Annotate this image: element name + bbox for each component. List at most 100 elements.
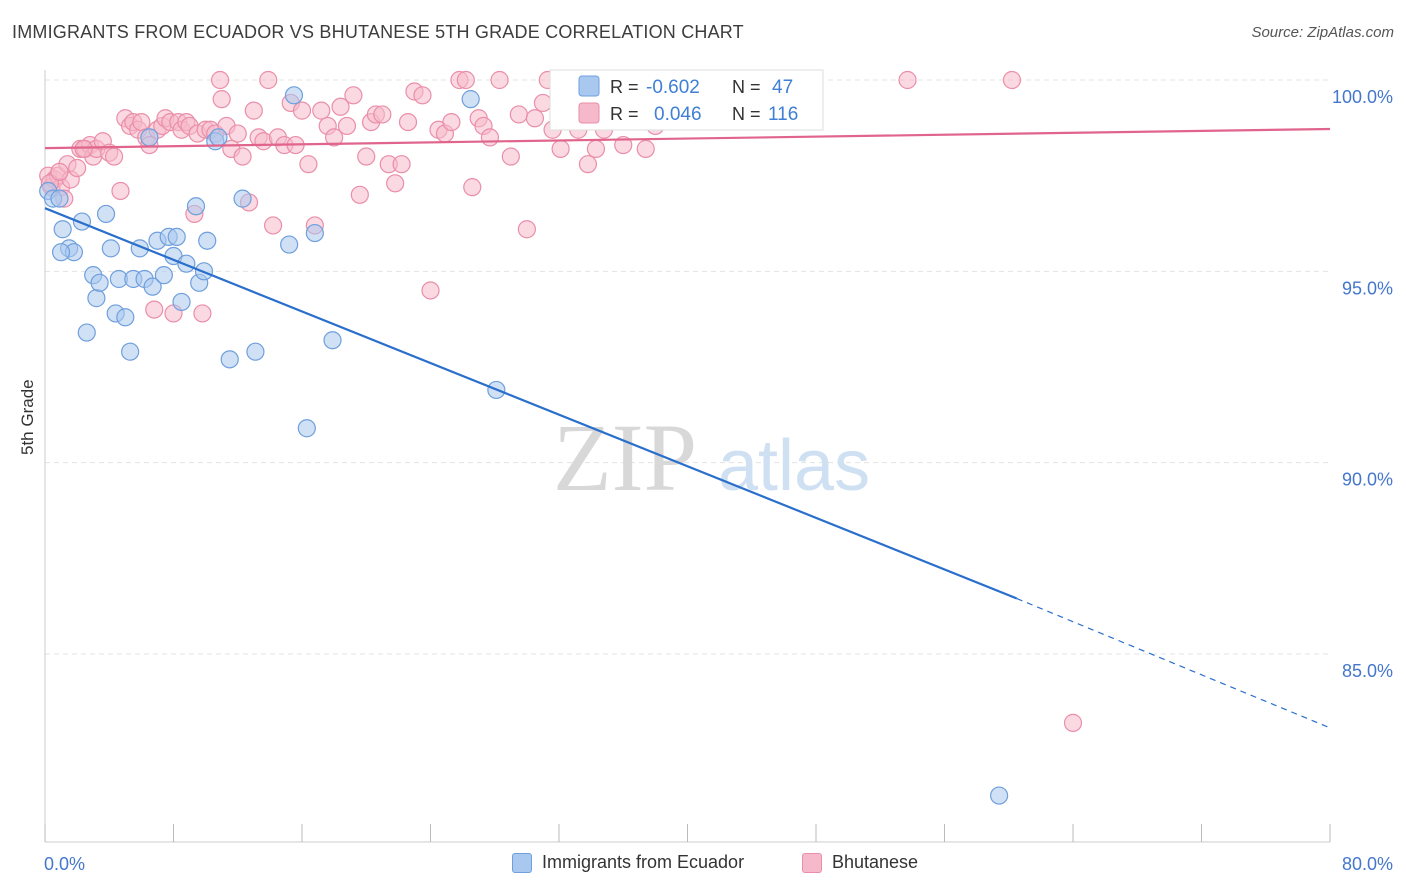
grid-lines (45, 79, 1330, 655)
bhutanese-point-104 (636, 139, 655, 158)
ecuador-point-27 (172, 292, 191, 312)
legend-swatch-ecuador (578, 75, 600, 97)
bhutanese-point-89 (509, 105, 528, 124)
y-tick-label-0: 85.0% (1342, 661, 1393, 681)
legend-r-value-2: 0.046 (654, 104, 702, 125)
ecuador-point-10 (90, 273, 109, 292)
bhutanese-point-51 (259, 70, 278, 90)
ecuador-point-41 (305, 223, 324, 243)
ecuador-trend-line (44, 207, 1018, 600)
bhutanese-point-72 (386, 174, 405, 193)
legend-n-value-2: 116 (768, 104, 798, 125)
bhutanese-point-76 (413, 86, 432, 105)
bhutanese-point-88 (501, 147, 520, 166)
bhutanese-point-98 (578, 155, 598, 174)
chart-source: Source: ZipAtlas.com (1251, 24, 1394, 41)
bhutanese-point-82 (456, 70, 475, 90)
x-tick-label-0: 0.0% (44, 854, 85, 874)
legend-r-value-1: -0.602 (646, 77, 700, 98)
ecuador-point-37 (246, 342, 265, 361)
bhutanese-point-83 (463, 178, 482, 197)
bhutanese-point-8 (68, 158, 87, 178)
ecuador-point-39 (284, 86, 304, 105)
ecuador-point-46 (51, 243, 71, 262)
bottom-legend: Immigrants from Ecuador Bhutanese (0, 852, 1406, 878)
watermark: ZIP atlas (553, 404, 870, 511)
ecuador-point-29 (186, 197, 206, 216)
legend-swatch-bhutanese-bottom (802, 852, 822, 873)
ecuador-point-21 (143, 277, 162, 296)
ecuador-point-26 (167, 227, 186, 246)
y-tick-label-3: 100.0% (1332, 87, 1393, 107)
legend-swatch-ecuador-bottom (512, 852, 532, 873)
ecuador-trend-extension (1016, 597, 1331, 729)
bhutanese-point-67 (357, 147, 376, 166)
ecuador-point-42 (323, 331, 342, 350)
bhutanese-point-90 (517, 220, 536, 239)
bhutanese-point-65 (344, 86, 363, 105)
bhutanese-point-62 (325, 128, 344, 147)
ecuador-point-40 (297, 419, 316, 438)
bhutanese-point-95 (551, 139, 570, 158)
bhutanese-point-57 (292, 101, 312, 120)
bhutanese-point-115 (74, 139, 93, 158)
ecuador-point-28 (177, 254, 196, 273)
bhutanese-point-70 (373, 105, 392, 124)
legend-n-value-1: 47 (772, 77, 793, 98)
ecuador-point-34 (209, 128, 228, 147)
ecuador-point-32 (198, 231, 217, 250)
bhutanese-point-87 (490, 70, 509, 90)
legend-item-bhutanese: Bhutanese (802, 852, 918, 873)
bhutanese-point-64 (337, 116, 357, 136)
bhutanese-points (39, 70, 1083, 732)
trend-lines (44, 127, 1331, 729)
ecuador-point-20 (140, 128, 159, 147)
bhutanese-point-77 (421, 281, 440, 300)
x-tick-label-1: 80.0% (1342, 854, 1393, 874)
legend-n-label-2: N = (732, 104, 761, 124)
legend-label-ecuador: Immigrants from Ecuador (542, 852, 745, 872)
legend-r-label-1: R = (610, 77, 639, 97)
bhutanese-point-45 (228, 124, 247, 143)
bhutanese-point-46 (233, 147, 252, 166)
bhutanese-point-37 (193, 304, 212, 323)
ecuador-point-35 (220, 350, 239, 369)
bhutanese-point-17 (111, 181, 130, 201)
bhutanese-point-99 (586, 139, 606, 158)
watermark-atlas: atlas (718, 426, 870, 506)
bhutanese-point-42 (212, 90, 231, 109)
bhutanese-point-52 (263, 216, 283, 235)
ecuador-point-36 (233, 189, 252, 208)
bhutanese-point-60 (312, 101, 331, 120)
bhutanese-point-111 (1002, 70, 1022, 90)
bhutanese-point-102 (614, 135, 633, 155)
bhutanese-point-73 (392, 155, 411, 174)
bhutanese-point-48 (244, 101, 263, 120)
chart-title: IMMIGRANTS FROM ECUADOR VS BHUTANESE 5TH… (12, 22, 744, 42)
bhutanese-point-66 (350, 185, 369, 204)
ecuador-point-23 (154, 266, 173, 285)
bhutanese-point-63 (331, 97, 350, 116)
ecuador-point-7 (77, 323, 96, 342)
ecuador-point-11 (96, 204, 116, 224)
y-tick-label-2: 95.0% (1342, 278, 1393, 298)
bhutanese-point-22 (132, 112, 151, 132)
legend-r-label-2: R = (610, 104, 639, 124)
ecuador-point-43 (461, 90, 480, 109)
ecuador-point-15 (116, 308, 135, 327)
ecuador-point-3 (53, 220, 72, 239)
bhutanese-point-110 (898, 70, 917, 90)
tick-labels: 85.0% 90.0% 95.0% 100.0% 0.0% 80.0% (44, 87, 1393, 874)
legend-label-bhutanese: Bhutanese (832, 852, 919, 872)
bhutanese-point-74 (398, 112, 418, 132)
bhutanese-point-86 (480, 128, 500, 147)
inset-legend: R = -0.602 N = 47 R = 0.046 N = 116 (549, 69, 824, 131)
ecuador-point-38 (280, 235, 299, 254)
bhutanese-point-25 (145, 300, 164, 319)
ecuador-point-2 (50, 189, 69, 208)
bhutanese-point-114 (50, 162, 69, 181)
bhutanese-point-80 (442, 112, 461, 132)
bhutanese-point-92 (533, 93, 553, 113)
ecuador-point-16 (121, 342, 140, 361)
